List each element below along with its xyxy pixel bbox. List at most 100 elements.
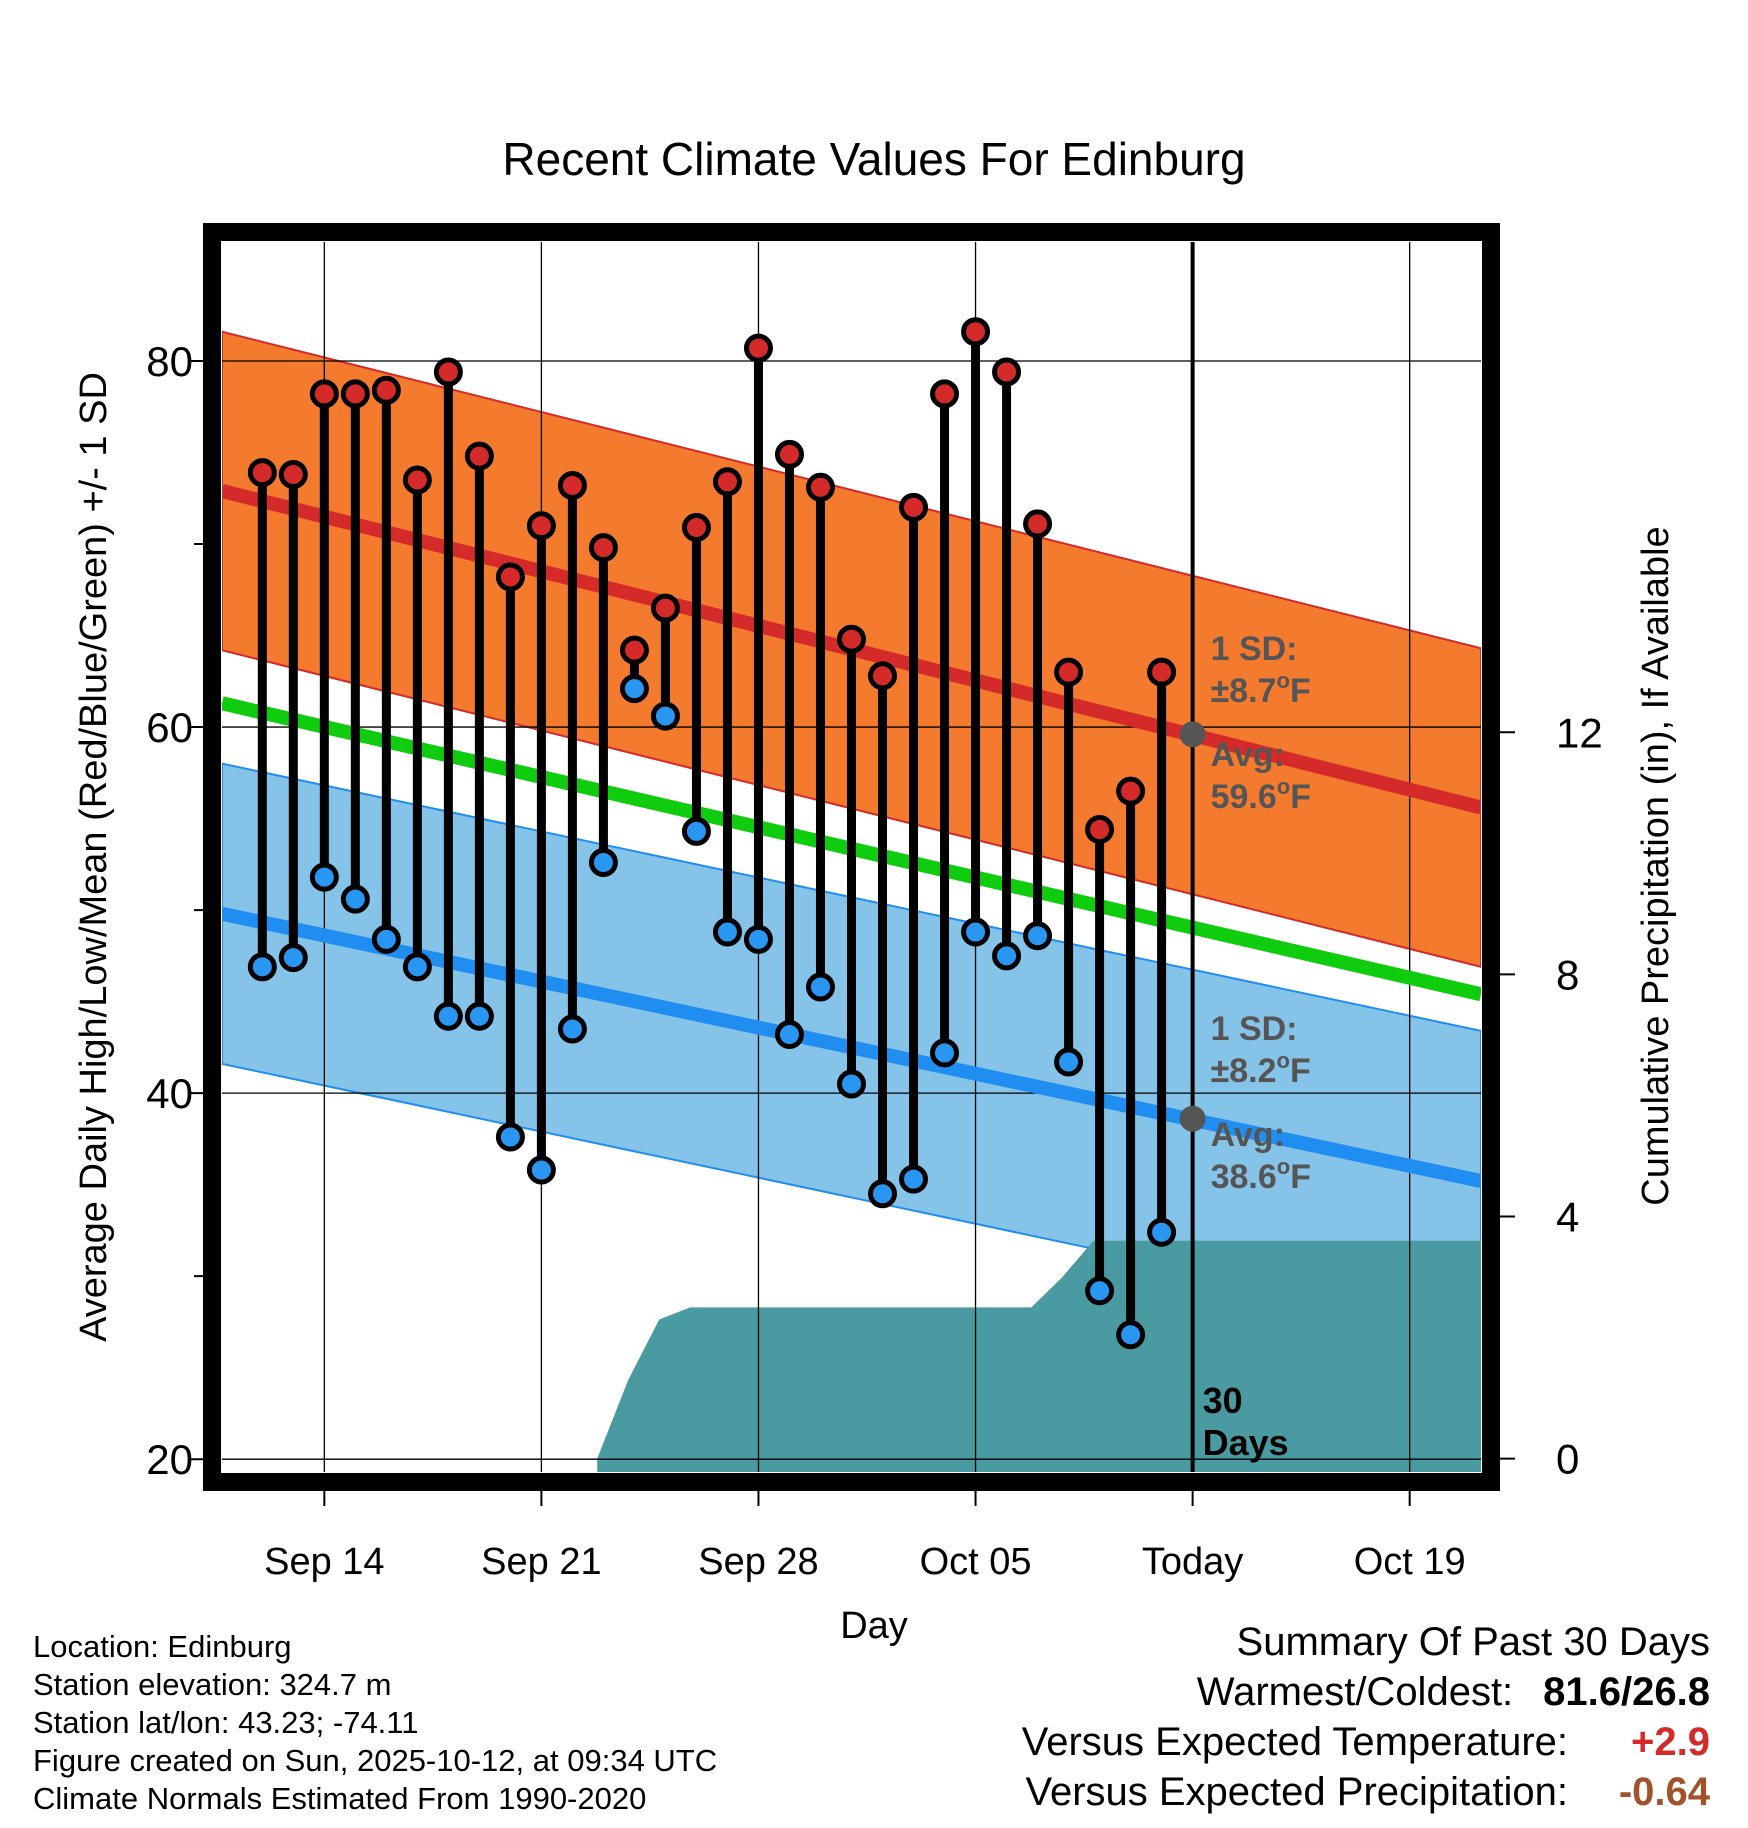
high-avg-value: 59.6oF — [1211, 774, 1311, 816]
daily-high-point — [1023, 509, 1053, 539]
daily-high-point — [992, 357, 1022, 387]
daily-high-point — [309, 379, 339, 409]
daily-high-point — [433, 357, 463, 387]
x-tick-label: Oct 19 — [1354, 1541, 1466, 1583]
daily-low-point — [1116, 1320, 1146, 1350]
daily-low-point — [961, 917, 991, 947]
daily-low-point — [464, 1001, 494, 1031]
daily-high-point — [526, 511, 556, 541]
daily-high-point — [743, 333, 773, 363]
daily-low-point — [650, 701, 680, 731]
daily-high-point — [247, 458, 277, 488]
daily-low-point — [805, 972, 835, 1002]
summary-warmest-row: Warmest/Coldest: 81.6/26.8 — [1197, 1670, 1710, 1715]
daily-low-point — [402, 952, 432, 982]
daily-high-point — [712, 467, 742, 497]
x-tick-label: Sep 28 — [698, 1541, 818, 1583]
precip-tick-label: 12 — [1556, 709, 1603, 756]
y-axis-label-right: Cumulative Precipitation (in), If Availa… — [1635, 526, 1677, 1205]
daily-high-point — [464, 441, 494, 471]
daily-high-point — [1085, 815, 1115, 845]
daily-low-point — [899, 1164, 929, 1194]
daily-high-point — [899, 492, 929, 522]
low-avg-label: Avg: — [1211, 1116, 1285, 1154]
daily-low-point — [495, 1122, 525, 1152]
daily-low-point — [868, 1179, 898, 1209]
precip-tick-label: 4 — [1556, 1194, 1579, 1241]
daily-high-point — [402, 465, 432, 495]
x-tick-label: Sep 21 — [481, 1541, 601, 1583]
high-sd-label: 1 SD: — [1211, 630, 1298, 668]
today-high-avg-point — [1179, 721, 1206, 748]
summary-warmest-label: Warmest/Coldest: — [1196, 1670, 1514, 1714]
daily-low-point — [992, 941, 1022, 971]
x-axis-label: Day — [840, 1605, 908, 1647]
precip-area — [597, 1240, 1481, 1472]
daily-low-point — [774, 1020, 804, 1050]
daily-low-point — [681, 816, 711, 846]
summary-warmest-value: 81.6/26.8 — [1543, 1670, 1710, 1714]
daily-low-point — [588, 847, 618, 877]
y-tick-label: 60 — [146, 704, 193, 751]
daily-high-point — [805, 472, 835, 502]
daily-low-point — [1054, 1047, 1084, 1077]
daily-high-point — [340, 379, 370, 409]
daily-low-point — [930, 1038, 960, 1068]
info-created: Figure created on Sun, 2025-10-12, at 09… — [33, 1743, 718, 1778]
high-sd-value: ±8.7oF — [1211, 668, 1311, 710]
y-tick-label: 40 — [146, 1070, 193, 1117]
summary-precip-label: Versus Expected Precipitation: — [1025, 1770, 1568, 1814]
info-normals: Climate Normals Estimated From 1990-2020 — [33, 1781, 647, 1816]
daily-high-point — [1054, 657, 1084, 687]
daily-low-point — [619, 674, 649, 704]
high-avg-label: Avg: — [1211, 736, 1285, 774]
info-latlon: Station lat/lon: 43.23; -74.11 — [33, 1705, 419, 1740]
chart-title: Recent Climate Values For Edinburg — [502, 133, 1245, 185]
summary-title: Summary Of Past 30 Days — [1236, 1620, 1710, 1664]
daily-high-point — [588, 533, 618, 563]
daily-low-point — [1023, 921, 1053, 951]
daily-low-point — [557, 1014, 587, 1044]
daily-high-point — [619, 635, 649, 665]
daily-high-point — [650, 593, 680, 623]
precip-tick-label: 8 — [1556, 951, 1579, 998]
daily-low-point — [712, 917, 742, 947]
info-elevation: Station elevation: 324.7 m — [33, 1667, 392, 1702]
days-label: Days — [1203, 1422, 1289, 1463]
daily-high-point — [868, 661, 898, 691]
daily-low-point — [433, 1001, 463, 1031]
summary-temp-label: Versus Expected Temperature: — [1021, 1720, 1568, 1764]
precip-tick-label: 0 — [1556, 1436, 1579, 1483]
daily-low-point — [837, 1069, 866, 1099]
daily-high-point — [1116, 776, 1146, 806]
summary-temp-row: Versus Expected Temperature: +2.9 — [1022, 1720, 1710, 1765]
daily-high-point — [371, 375, 401, 405]
daily-high-point — [961, 317, 991, 347]
low-sd-value: ±8.2oF — [1211, 1048, 1311, 1090]
x-tick-label: Today — [1142, 1541, 1243, 1583]
info-location: Location: Edinburg — [33, 1629, 292, 1664]
y-tick-label: 20 — [146, 1436, 193, 1483]
x-tick-label: Oct 05 — [920, 1541, 1032, 1583]
low-sd-label: 1 SD: — [1211, 1010, 1298, 1048]
plot-frame — [203, 223, 1500, 1491]
days-count: 30 — [1203, 1380, 1243, 1421]
daily-low-point — [1085, 1276, 1115, 1306]
daily-high-point — [774, 439, 804, 469]
daily-high-point — [495, 562, 525, 592]
summary-temp-value: +2.9 — [1631, 1720, 1710, 1764]
daily-low-point — [278, 943, 308, 973]
x-tick-label: Sep 14 — [264, 1541, 384, 1583]
daily-low-point — [743, 924, 773, 954]
daily-low-point — [526, 1155, 556, 1185]
daily-low-point — [309, 862, 339, 892]
daily-high-point — [681, 513, 711, 543]
daily-high-point — [557, 470, 587, 500]
daily-high-point — [930, 379, 960, 409]
daily-low-point — [340, 884, 370, 914]
summary-precip-value: -0.64 — [1618, 1770, 1710, 1814]
y-axis-label: Average Daily High/Low/Mean (Red/Blue/Gr… — [73, 372, 115, 1342]
y-tick-label: 80 — [146, 338, 193, 385]
daily-high-point — [837, 624, 866, 654]
